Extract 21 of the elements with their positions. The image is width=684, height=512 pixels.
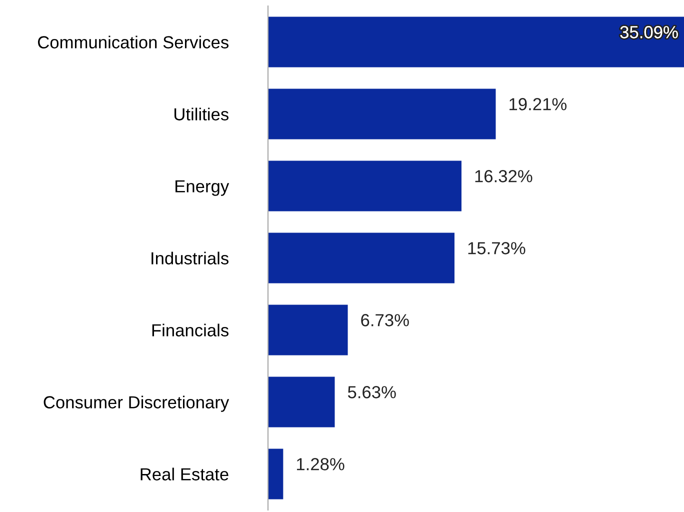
- y-tick-label: Utilities: [174, 108, 228, 120]
- y-tick-label: Financials: [152, 324, 228, 336]
- data-label: 1.28%: [297, 458, 344, 470]
- data-label: 35.09%: [620, 26, 678, 38]
- y-tick-label: Real Estate: [140, 468, 228, 480]
- y-tick-label: Energy: [176, 180, 230, 196]
- y-tick-label: Communication Services: [38, 36, 228, 48]
- bar: [268, 16, 684, 68]
- data-label: 6.73%: [361, 314, 409, 326]
- bar: [268, 232, 454, 284]
- bar: [268, 88, 496, 140]
- y-tick-label: Industrials: [152, 252, 228, 264]
- bar: [268, 160, 462, 212]
- data-label: 16.32%: [475, 170, 532, 182]
- bar: [268, 304, 348, 356]
- y-tick-label: Consumer Discretionary: [44, 396, 230, 412]
- data-label: 5.63%: [348, 386, 396, 398]
- data-label: 19.21%: [510, 98, 567, 110]
- data-label: 15.73%: [468, 242, 526, 254]
- bar: [268, 448, 284, 500]
- bar: [268, 376, 335, 428]
